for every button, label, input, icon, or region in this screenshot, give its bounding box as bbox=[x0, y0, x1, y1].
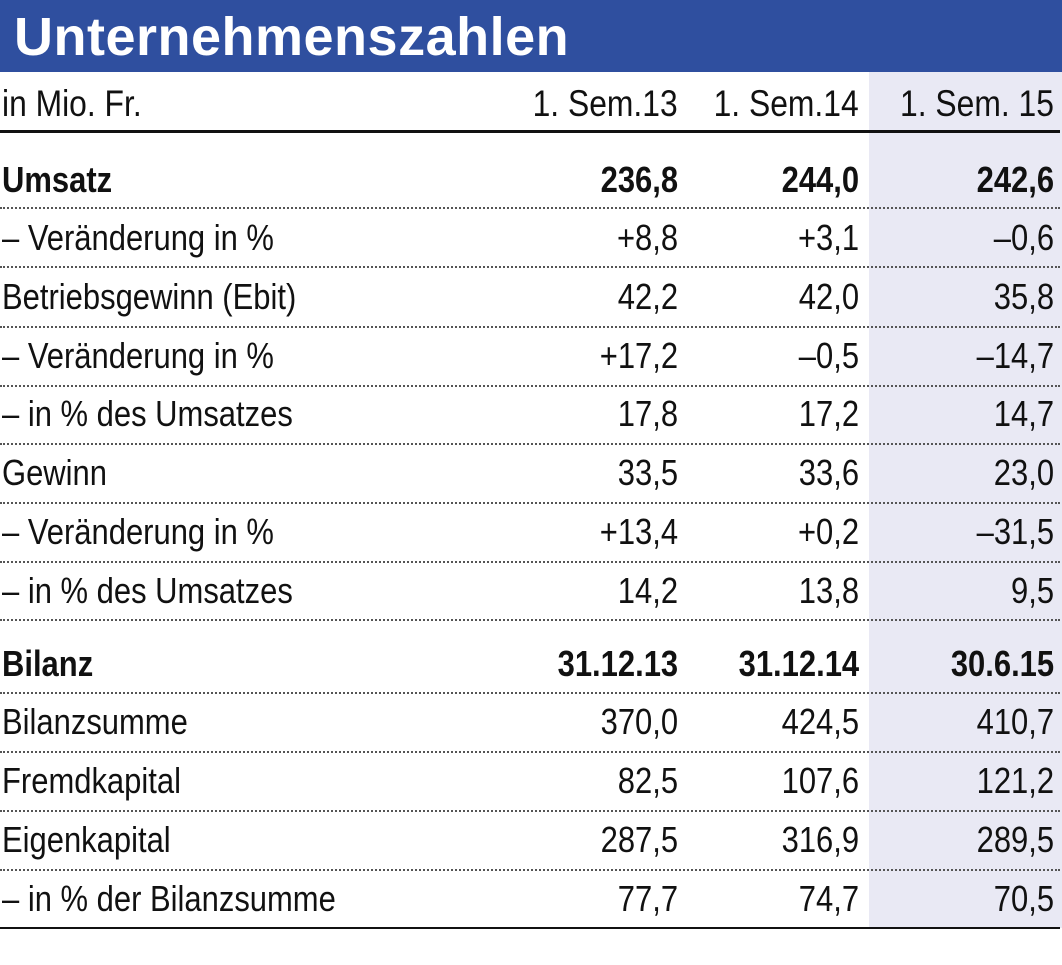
cell-value: 33,5 bbox=[617, 452, 678, 493]
cell-value: +3,1 bbox=[797, 217, 859, 258]
cell-value: 289,5 bbox=[976, 819, 1054, 860]
cell-value: 33,6 bbox=[798, 452, 859, 493]
row-divider bbox=[0, 810, 1060, 812]
cell-value: 42,2 bbox=[617, 276, 678, 317]
column-header-2: 1. Sem.14 bbox=[713, 83, 859, 124]
page-title: Unternehmenszahlen bbox=[14, 7, 570, 67]
row-divider bbox=[0, 207, 1060, 209]
row-label: – in % des Umsatzes bbox=[2, 570, 293, 611]
cell-value: –0,6 bbox=[993, 217, 1054, 258]
row-label: – Veränderung in % bbox=[2, 335, 274, 376]
cell-value: 410,7 bbox=[976, 701, 1054, 742]
cell-value: –0,5 bbox=[798, 335, 859, 376]
cell-value: 30.6.15 bbox=[950, 643, 1054, 684]
cell-value: 82,5 bbox=[617, 760, 678, 801]
row-label: Umsatz bbox=[2, 159, 113, 200]
row-divider bbox=[0, 326, 1060, 328]
row-label: Eigenkapital bbox=[2, 819, 171, 860]
cell-value: +8,8 bbox=[616, 217, 678, 258]
cell-value: 17,2 bbox=[798, 393, 859, 434]
column-header-1: 1. Sem.13 bbox=[532, 83, 678, 124]
row-divider bbox=[0, 502, 1060, 504]
cell-value: 35,8 bbox=[993, 276, 1054, 317]
cell-value: 74,7 bbox=[798, 878, 859, 919]
row-label: Bilanz bbox=[2, 643, 94, 684]
table-row: Fremdkapital 82,5 107,6 121,2 bbox=[0, 753, 1062, 809]
row-label: – Veränderung in % bbox=[2, 511, 274, 552]
cell-value: 9,5 bbox=[1010, 570, 1054, 611]
table-row: – in % der Bilanzsumme 77,7 74,7 70,5 bbox=[0, 871, 1062, 927]
table-row: Bilanz 31.12.13 31.12.14 30.6.15 bbox=[0, 636, 1062, 692]
cell-value: 77,7 bbox=[617, 878, 678, 919]
cell-value: 316,9 bbox=[781, 819, 859, 860]
cell-value: 236,8 bbox=[600, 159, 678, 200]
cell-value: 424,5 bbox=[781, 701, 859, 742]
highlight-column bbox=[869, 72, 1062, 928]
cell-value: 42,0 bbox=[798, 276, 859, 317]
table-row: – Veränderung in % +13,4 +0,2 –31,5 bbox=[0, 504, 1062, 560]
cell-value: 14,7 bbox=[993, 393, 1054, 434]
cell-value: 70,5 bbox=[993, 878, 1054, 919]
table-row: – in % des Umsatzes 17,8 17,2 14,7 bbox=[0, 386, 1062, 442]
row-divider bbox=[0, 751, 1060, 753]
table-row: Bilanzsumme 370,0 424,5 410,7 bbox=[0, 694, 1062, 750]
row-divider bbox=[0, 619, 1060, 621]
cell-value: 13,8 bbox=[798, 570, 859, 611]
table-row: – Veränderung in % +8,8 +3,1 –0,6 bbox=[0, 210, 1062, 266]
row-divider bbox=[0, 266, 1060, 268]
cell-value: 17,8 bbox=[617, 393, 678, 434]
row-label: Fremdkapital bbox=[2, 760, 181, 801]
table-bottom-rule bbox=[0, 927, 1060, 929]
column-header-3: 1. Sem. 15 bbox=[900, 83, 1054, 124]
table-row: Gewinn 33,5 33,6 23,0 bbox=[0, 445, 1062, 501]
cell-value: +17,2 bbox=[599, 335, 678, 376]
cell-value: 244,0 bbox=[781, 159, 859, 200]
table-row: Umsatz 236,8 244,0 242,6 bbox=[0, 152, 1062, 208]
cell-value: –14,7 bbox=[976, 335, 1054, 376]
cell-value: 31.12.14 bbox=[738, 643, 859, 684]
row-label: Bilanzsumme bbox=[2, 701, 188, 742]
cell-value: 14,2 bbox=[617, 570, 678, 611]
cell-value: 370,0 bbox=[600, 701, 678, 742]
title-bar: Unternehmenszahlen bbox=[0, 0, 1062, 72]
cell-value: +0,2 bbox=[797, 511, 859, 552]
row-divider bbox=[0, 692, 1060, 694]
cell-value: +13,4 bbox=[599, 511, 678, 552]
cell-value: 287,5 bbox=[600, 819, 678, 860]
row-divider bbox=[0, 385, 1060, 387]
row-label: – Veränderung in % bbox=[2, 217, 274, 258]
table-row: Betriebsgewinn (Ebit) 42,2 42,0 35,8 bbox=[0, 269, 1062, 325]
row-label: Betriebsgewinn (Ebit) bbox=[2, 276, 297, 317]
row-divider bbox=[0, 561, 1060, 563]
table-header: in Mio. Fr. 1. Sem.13 1. Sem.14 1. Sem. … bbox=[0, 76, 1062, 132]
row-divider bbox=[0, 443, 1060, 445]
unit-label: in Mio. Fr. bbox=[2, 83, 142, 124]
cell-value: 107,6 bbox=[781, 760, 859, 801]
row-label: Gewinn bbox=[2, 452, 107, 493]
cell-value: 23,0 bbox=[993, 452, 1054, 493]
row-divider bbox=[0, 869, 1060, 871]
table-row: – in % des Umsatzes 14,2 13,8 9,5 bbox=[0, 563, 1062, 619]
row-label: – in % des Umsatzes bbox=[2, 393, 293, 434]
cell-value: 31.12.13 bbox=[557, 643, 678, 684]
table-row: Eigenkapital 287,5 316,9 289,5 bbox=[0, 812, 1062, 868]
cell-value: 242,6 bbox=[976, 159, 1054, 200]
row-label: – in % der Bilanzsumme bbox=[2, 878, 336, 919]
cell-value: –31,5 bbox=[976, 511, 1054, 552]
header-rule bbox=[0, 130, 1060, 133]
cell-value: 121,2 bbox=[976, 760, 1054, 801]
table-row: – Veränderung in % +17,2 –0,5 –14,7 bbox=[0, 328, 1062, 384]
